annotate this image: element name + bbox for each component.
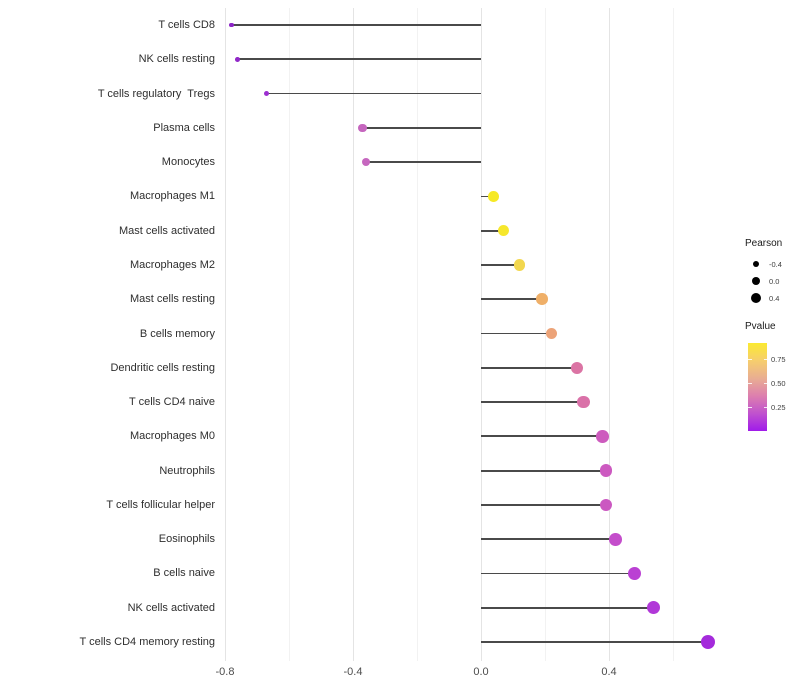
lollipop-stem bbox=[481, 606, 654, 609]
lollipop-dot bbox=[229, 22, 234, 28]
lollipop-stem bbox=[481, 298, 542, 301]
colorbar-tick-mark bbox=[763, 383, 767, 385]
gridline-minor bbox=[416, 8, 418, 661]
lollipop-dot bbox=[536, 293, 548, 306]
gridline-minor bbox=[672, 8, 674, 661]
gridline-minor bbox=[544, 8, 546, 661]
colorbar-tick-mark bbox=[748, 383, 752, 385]
colorbar-tick-mark bbox=[748, 359, 752, 361]
lollipop-dot bbox=[577, 395, 590, 409]
category-label: NK cells activated bbox=[127, 601, 215, 614]
lollipop-dot bbox=[361, 157, 370, 167]
lollipop-stem bbox=[266, 92, 481, 95]
lollipop-dot bbox=[358, 123, 367, 132]
lollipop-dot bbox=[596, 430, 609, 443]
gridline-major bbox=[352, 8, 354, 661]
category-label: T cells CD4 naive bbox=[129, 396, 215, 409]
lollipop-dot bbox=[263, 90, 270, 97]
lollipop-stem bbox=[481, 229, 504, 232]
size-legend-label: 0.4 bbox=[769, 293, 780, 303]
gridline-minor bbox=[288, 8, 290, 661]
category-label: T cells CD4 memory resting bbox=[79, 636, 216, 649]
color-legend-label: 0.25 bbox=[771, 402, 786, 412]
lollipop-dot bbox=[599, 464, 613, 477]
category-label: T cells regulatory Tregs bbox=[97, 87, 215, 100]
lollipop-dot bbox=[497, 225, 509, 237]
lollipop-stem bbox=[481, 332, 552, 335]
size-legend-title: Pearson bbox=[745, 238, 783, 249]
lollipop-dot bbox=[513, 259, 525, 271]
lollipop-dot bbox=[599, 498, 613, 512]
lollipop-dot bbox=[545, 327, 558, 340]
category-label: B cells memory bbox=[139, 327, 215, 340]
category-label: Macrophages M0 bbox=[130, 430, 215, 443]
category-label: Mast cells resting bbox=[130, 293, 215, 306]
lollipop-stem bbox=[481, 264, 520, 266]
size-legend-dot bbox=[751, 293, 761, 303]
color-legend-title: Pvalue bbox=[745, 321, 776, 332]
size-legend-dot bbox=[752, 260, 760, 268]
lollipop-stem bbox=[481, 469, 606, 472]
colorbar-tick-mark bbox=[763, 359, 767, 361]
category-label: Monocytes bbox=[161, 156, 215, 169]
x-tick-label: 0.0 bbox=[473, 666, 489, 678]
lollipop-stem bbox=[237, 58, 481, 61]
lollipop-stem bbox=[481, 572, 635, 575]
category-label: Plasma cells bbox=[153, 121, 215, 134]
category-label: Dendritic cells resting bbox=[110, 361, 215, 374]
category-label: Neutrophils bbox=[159, 464, 215, 477]
size-legend-dot bbox=[752, 277, 760, 285]
lollipop-dot bbox=[235, 56, 241, 62]
category-label: Macrophages M2 bbox=[130, 258, 215, 271]
x-tick-label: 0.4 bbox=[601, 666, 617, 678]
lollipop-dot bbox=[628, 566, 642, 580]
lollipop-dot bbox=[701, 635, 716, 650]
gridline-major bbox=[480, 8, 482, 661]
category-label: Mast cells activated bbox=[119, 224, 215, 237]
color-legend-label: 0.75 bbox=[771, 354, 786, 364]
size-legend-label: 0.0 bbox=[769, 276, 780, 286]
colorbar-tick-mark bbox=[763, 407, 767, 409]
lollipop-stem bbox=[481, 641, 709, 643]
x-tick-label: -0.4 bbox=[343, 666, 363, 678]
gridline-major bbox=[608, 8, 610, 661]
lollipop-stem bbox=[481, 538, 616, 541]
size-legend-label: -0.4 bbox=[769, 259, 782, 269]
lollipop-stem bbox=[231, 24, 481, 26]
category-label: Macrophages M1 bbox=[130, 190, 215, 203]
category-label: B cells naive bbox=[153, 567, 215, 580]
lollipop-dot bbox=[609, 532, 622, 546]
lollipop-stem bbox=[362, 126, 481, 129]
category-label: Eosinophils bbox=[158, 533, 215, 546]
lollipop-stem bbox=[481, 195, 494, 198]
pvalue-colorbar bbox=[748, 343, 767, 431]
category-label: NK cells resting bbox=[138, 53, 215, 66]
category-label: T cells CD8 bbox=[158, 19, 215, 31]
lollipop-dot bbox=[488, 190, 500, 202]
lollipop-dot bbox=[570, 361, 584, 374]
colorbar-tick-mark bbox=[748, 407, 752, 409]
color-legend-label: 0.50 bbox=[771, 378, 786, 388]
lollipop-stem bbox=[481, 435, 603, 438]
lollipop-stem bbox=[481, 401, 584, 403]
category-label: T cells follicular helper bbox=[106, 498, 215, 511]
lollipop-stem bbox=[481, 504, 606, 506]
lollipop-stem bbox=[481, 366, 577, 369]
x-tick-label: -0.8 bbox=[215, 666, 235, 678]
lollipop-stem bbox=[365, 161, 481, 164]
lollipop-dot bbox=[647, 601, 661, 615]
gridline-major bbox=[224, 8, 226, 661]
